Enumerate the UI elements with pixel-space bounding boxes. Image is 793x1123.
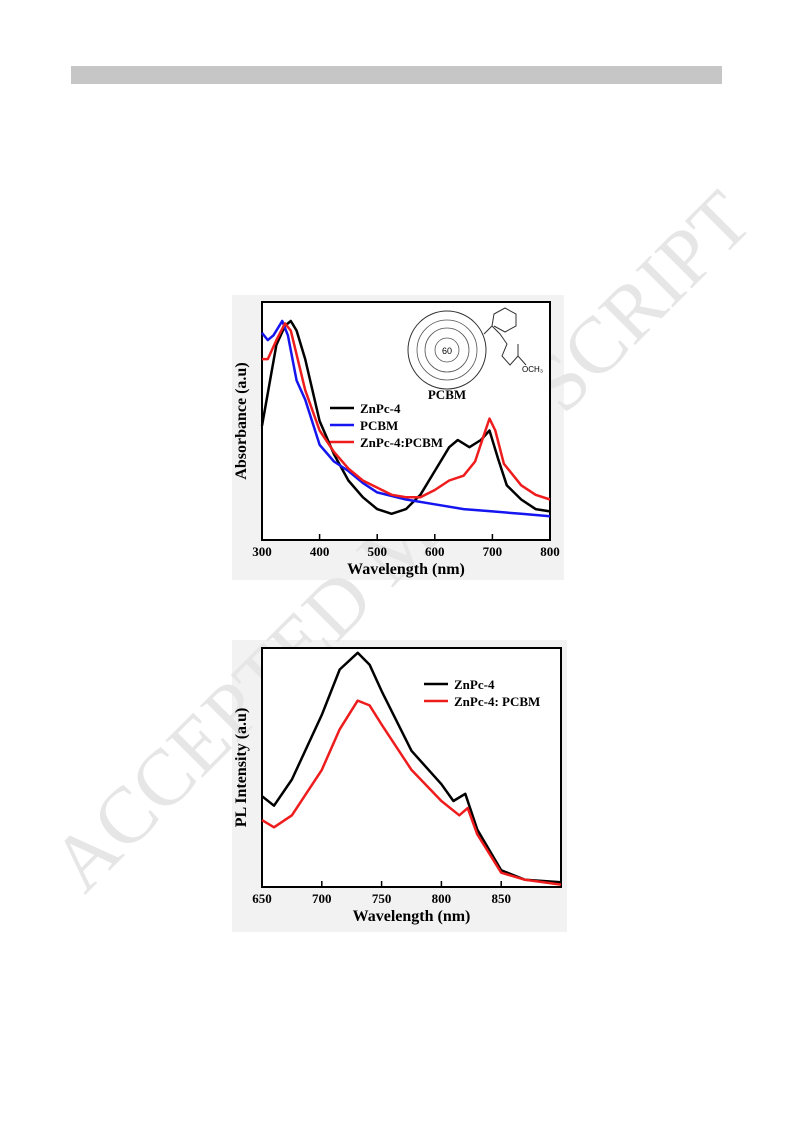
fullerene-ring xyxy=(424,327,470,373)
series-line xyxy=(262,322,551,501)
legend-label: ZnPc-4: PCBM xyxy=(454,694,540,709)
annotation: OCH₃ xyxy=(522,365,543,374)
x-tick-label: 700 xyxy=(312,891,332,906)
header-bar xyxy=(71,66,722,84)
x-tick-label: 600 xyxy=(425,544,445,559)
x-axis-label: Wavelength (nm) xyxy=(347,561,465,578)
pcbm-structure xyxy=(407,307,527,390)
x-tick-label: 400 xyxy=(310,544,330,559)
x-tick-label: 300 xyxy=(252,544,272,559)
plot-frame xyxy=(261,647,562,888)
legend-label: ZnPc-4 xyxy=(360,401,401,416)
series-line xyxy=(261,319,551,518)
x-tick-label: 850 xyxy=(491,891,511,906)
annotation: 60 xyxy=(442,346,452,356)
fullerene xyxy=(407,310,487,390)
y-axis-label: PL Intensity (a.u) xyxy=(233,708,250,828)
annotation: PCBM xyxy=(428,387,466,402)
x-tick-label: 500 xyxy=(367,544,387,559)
x-tick-label: 800 xyxy=(540,544,560,559)
fullerene-ring xyxy=(434,337,460,363)
series-line xyxy=(261,699,562,886)
x-tick-label: 750 xyxy=(372,891,392,906)
legend-label: ZnPc-4:PCBM xyxy=(360,435,443,450)
y-axis-label: Absorbance (a.u) xyxy=(233,362,250,479)
x-tick-label: 650 xyxy=(252,891,272,906)
x-tick-label: 800 xyxy=(432,891,452,906)
series-line xyxy=(260,319,551,516)
side-chain xyxy=(483,307,527,366)
x-axis-label: Wavelength (nm) xyxy=(353,908,471,925)
x-tick-label: 700 xyxy=(483,544,503,559)
series-line xyxy=(261,651,562,884)
legend-label: ZnPc-4 xyxy=(454,677,495,692)
fullerene-ring xyxy=(416,319,478,381)
plot-frame xyxy=(261,301,551,541)
legend-label: PCBM xyxy=(360,418,398,433)
